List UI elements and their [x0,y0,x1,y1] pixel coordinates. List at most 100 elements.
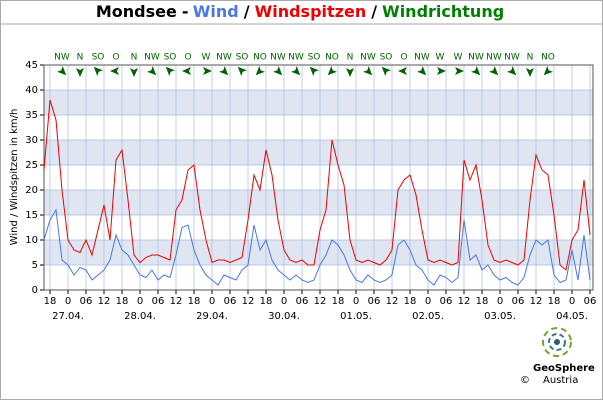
direction-arrow [93,66,103,76]
direction-arrow [363,66,373,76]
title-part: Windrichtung [382,2,504,21]
grid-band [44,90,593,115]
chart-title: Mondsee - Wind / Windspitzen / Windrichtung [96,2,504,21]
direction-label: N [527,53,534,63]
y-tick-label: 40 [25,85,38,96]
plot-border [43,64,594,291]
direction-label: NW [270,53,286,63]
x-tick-label: 18 [260,296,273,307]
arrow-shape [110,67,119,75]
direction-label: N [77,53,84,63]
x-tick-label: 06 [224,296,237,307]
title-part: Mondsee [96,2,177,21]
title-part: / [244,2,250,21]
date-label: 03.05. [484,311,516,322]
logo-core [554,339,560,345]
x-tick-label: 18 [404,296,417,307]
arrow-shape [219,66,229,76]
direction-arrow [147,66,157,76]
direction-label: NW [54,53,70,63]
date-label: 27.04. [52,311,84,322]
x-tick-label: 06 [512,296,525,307]
date-label: 30.04. [268,311,300,322]
x-tick-label: 18 [188,296,201,307]
direction-label: NO [325,53,339,63]
x-tick-label: 12 [314,296,327,307]
direction-label: W [436,53,445,63]
direction-label: NW [486,53,502,63]
direction-arrow [255,66,265,76]
direction-arrow [76,68,84,77]
direction-arrow [507,66,517,76]
arrow-shape [526,68,534,77]
direction-arrow [57,66,67,76]
y-tick-label: 0 [32,285,38,296]
direction-arrow [417,66,427,76]
x-tick-label: 18 [548,296,561,307]
x-tick-label: 12 [530,296,543,307]
direction-label: SO [380,53,393,63]
arrow-shape [165,66,175,76]
x-tick-label: 18 [476,296,489,307]
direction-arrow [291,66,301,76]
direction-label: NW [468,53,484,63]
direction-arrow [381,66,391,76]
y-tick-label: 35 [25,110,38,121]
arrow-shape [507,66,517,76]
y-tick-label: 30 [25,135,38,146]
grid-band [44,240,593,265]
direction-arrow [203,67,212,75]
y-tick-label: 10 [25,235,38,246]
arrow-shape [398,67,407,75]
y-tick-label: 5 [32,260,38,271]
direction-label: NW [216,53,232,63]
arrow-shape [346,68,354,77]
x-tick-label: 12 [98,296,111,307]
logo [542,327,572,357]
x-tick-label: 18 [332,296,345,307]
direction-label: O [112,53,119,63]
direction-arrow [273,66,283,76]
direction-arrow [543,66,553,76]
direction-label: NW [414,53,430,63]
arrow-shape [309,66,319,76]
y-tick-label: 45 [25,60,38,71]
logo-ring [542,327,572,357]
series-line [43,99,591,271]
x-tick-label: 0 [569,296,575,307]
direction-arrow [327,66,337,76]
arrow-shape [437,67,446,75]
direction-arrow [130,68,138,77]
arrow-shape [543,66,553,76]
direction-label: SO [164,53,177,63]
arrow-shape [182,67,191,75]
direction-arrow [309,66,319,76]
direction-arrow [237,66,247,76]
direction-arrow [526,68,534,77]
direction-arrow [489,66,499,76]
x-tick-label: 06 [80,296,93,307]
arrow-shape [93,66,103,76]
direction-label: W [454,53,463,63]
grid-band [44,190,593,215]
direction-label: W [202,53,211,63]
arrow-shape [147,66,157,76]
arrow-shape [489,66,499,76]
date-label: 29.04. [196,311,228,322]
direction-arrow [398,67,407,75]
direction-label: NO [253,53,267,63]
x-tick-label: 0 [137,296,143,307]
arrow-shape [327,66,337,76]
x-tick-label: 06 [440,296,453,307]
direction-label: O [184,53,191,63]
direction-arrow [471,66,481,76]
direction-arrow [346,68,354,77]
title-part: - [182,2,188,21]
direction-arrow [182,67,191,75]
x-tick-label: 06 [584,296,597,307]
series-line [43,208,591,286]
direction-label: NW [288,53,304,63]
arrow-shape [363,66,373,76]
arrow-shape [57,66,67,76]
